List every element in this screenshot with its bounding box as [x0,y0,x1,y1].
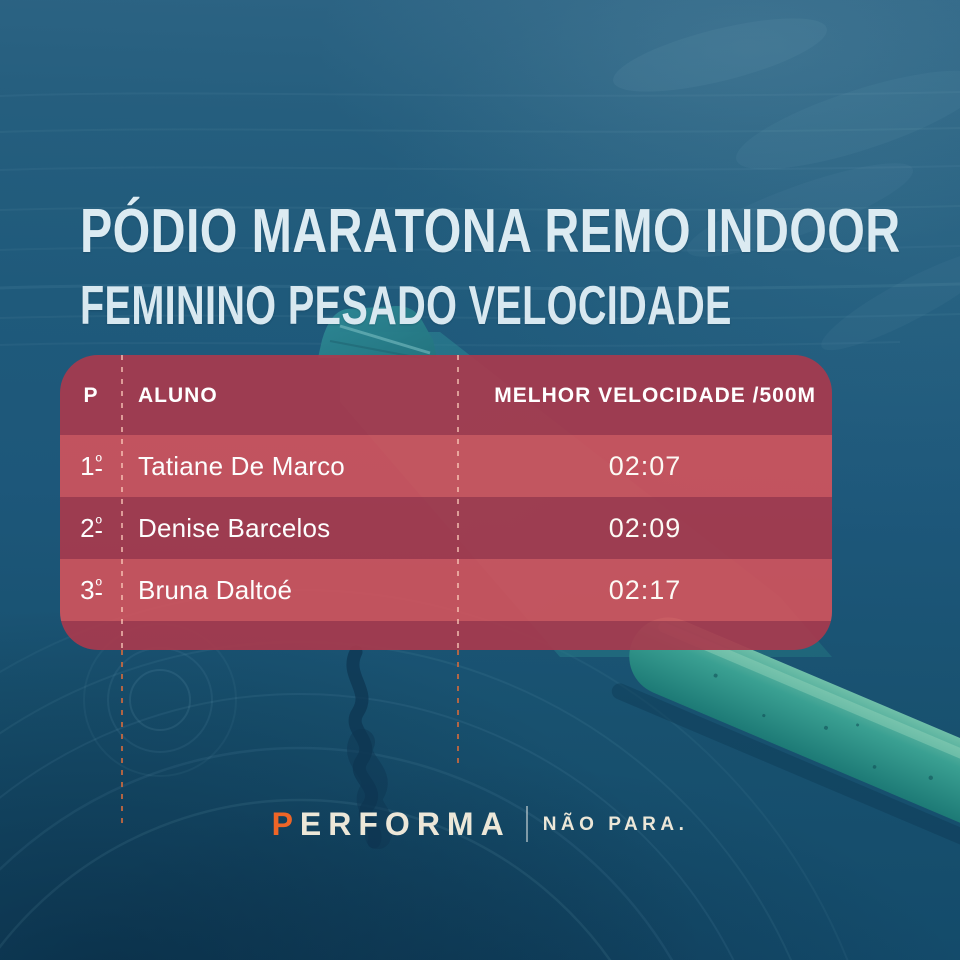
column-header-position: P [83,383,99,407]
column-divider-dashed [457,355,459,650]
results-table: P ALUNO MELHOR VELOCIDADE /500M 1º Tatia… [60,355,832,650]
ordinal-indicator: º [95,514,102,533]
table-row: 1º Tatiane De Marco 02:07 [60,435,832,497]
page-subtitle: FEMININO PESADO VELOCIDADE [80,274,732,336]
column-divider-dashed-extension [457,650,459,764]
student-name: Denise Barcelos [138,513,331,543]
position-number: 3 [80,575,95,605]
student-name: Tatiane De Marco [138,451,345,481]
light-dapple [613,18,960,351]
position-number: 2 [80,513,95,543]
speed-value: 02:17 [608,574,682,605]
logo-divider [525,806,528,842]
column-divider-dashed [121,355,123,650]
brand-tagline: NÃO PARA. [542,813,689,835]
page-title: PÓDIO MARATONA REMO INDOOR [80,197,901,266]
table-footer-band [60,621,832,650]
column-header-student: ALUNO [138,383,218,407]
ordinal-indicator: º [95,452,102,471]
student-name: Bruna Daltoé [138,575,293,605]
brand-name: PERFORMA [271,806,511,842]
position-number: 1 [80,451,95,481]
brand-logo: PERFORMA NÃO PARA. [0,806,960,842]
speed-value: 02:09 [608,512,682,543]
table-row: 3º Bruna Daltoé 02:17 [60,559,832,621]
speed-value: 02:07 [608,450,682,481]
title-block: PÓDIO MARATONA REMO INDOOR FEMININO PESA… [80,201,960,333]
column-divider-dashed-extension [121,650,123,828]
water-reflection-graphic [346,645,394,849]
position-cell: 2º [60,515,122,541]
position-cell: 3º [60,577,122,603]
oar-shaft-graphic [611,617,960,866]
table-row: 2º Denise Barcelos 02:09 [60,497,832,559]
column-header-speed: MELHOR VELOCIDADE /500M [494,383,816,407]
table-header-row: P ALUNO MELHOR VELOCIDADE /500M [60,355,832,435]
position-cell: 1º [60,453,122,479]
ripple-lines [0,91,960,347]
ordinal-indicator: º [95,576,102,595]
